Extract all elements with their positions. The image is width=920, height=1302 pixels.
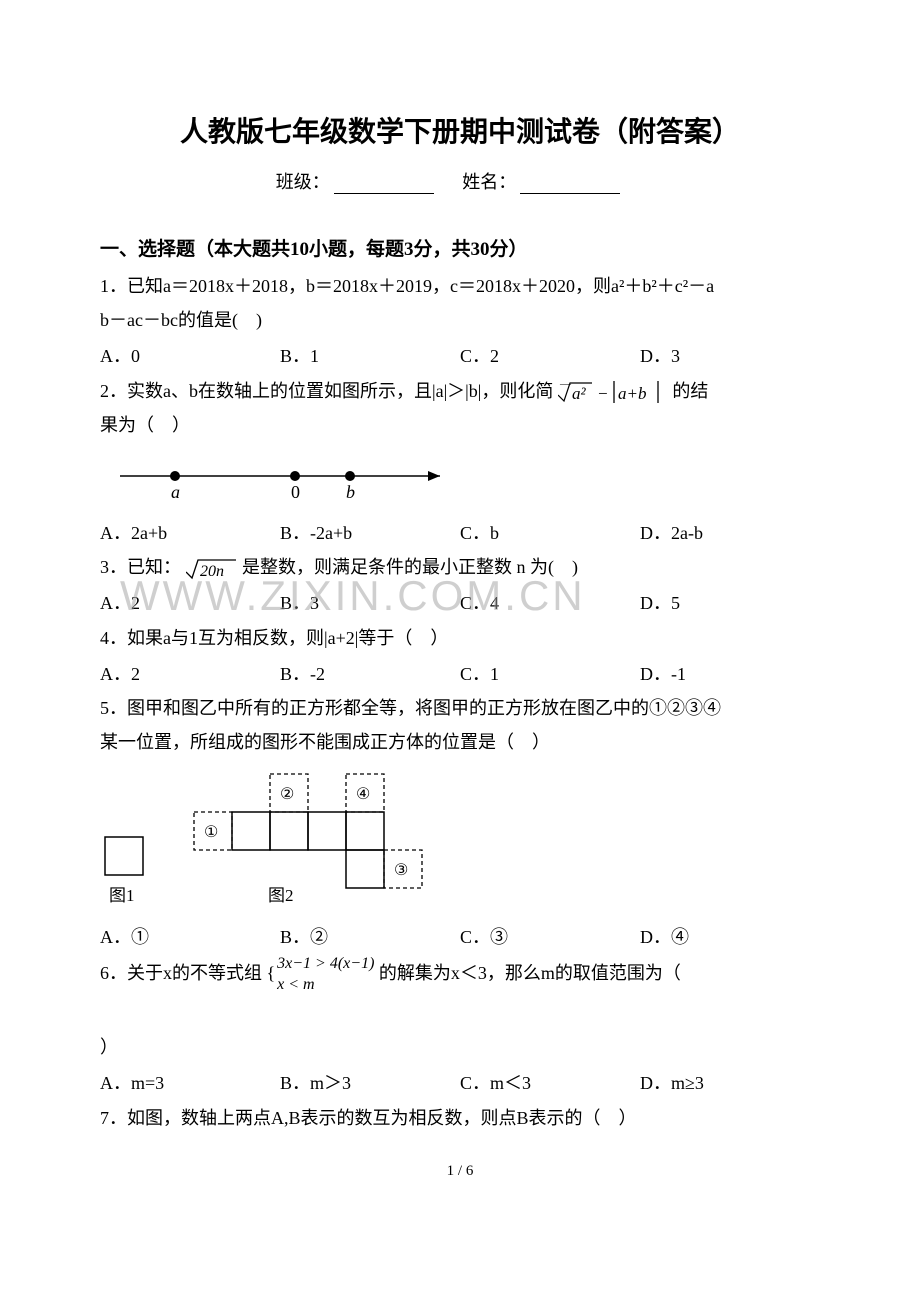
question-5: 5．图甲和图乙中所有的正方形都全等，将图甲的正方形放在图乙中的①②③④ 某一位置… — [100, 691, 820, 759]
q2-opt-b: B．-2a+b — [280, 516, 460, 550]
q6-inequality-group: 3x−1 > 4(x−1) x < m — [277, 954, 374, 996]
class-blank — [334, 193, 434, 194]
q6-opt-c: C．m＜3 — [460, 1066, 640, 1100]
q2-text-b: 的结 — [672, 381, 708, 401]
svg-text:图1: 图1 — [109, 886, 135, 905]
question-4: 4．如果a与1互为相反数，则|a+2|等于（ ） — [100, 621, 820, 655]
question-7: 7．如图，数轴上两点A,B表示的数互为相反数，则点B表示的（ ） — [100, 1101, 820, 1135]
name-label: 姓名： — [462, 172, 516, 192]
q3-text-a: 3．已知： — [100, 557, 181, 577]
q1-line1: 1．已知a＝2018x＋2018，b＝2018x＋2019，c＝2018x＋20… — [100, 276, 714, 296]
q4-options: A．2 B．-2 C．1 D．-1 — [100, 657, 820, 691]
nl-label-0: 0 — [291, 482, 300, 502]
q4-opt-b: B．-2 — [280, 657, 460, 691]
q1-options: A．0 B．1 C．2 D．3 — [100, 339, 820, 373]
q2-options: A．2a+b B．-2a+b C．b D．2a-b — [100, 516, 820, 550]
q5-line2: 某一位置，所组成的图形不能围成正方体的位置是（ ） — [100, 732, 550, 752]
question-6: 6．关于x的不等式组 { 3x−1 > 4(x−1) x < m 的解集为x＜3… — [100, 954, 820, 1064]
q2-expression-icon: __ a² − a+b — [558, 377, 668, 407]
q6-text-a: 6．关于x的不等式组 { — [100, 963, 275, 983]
section-1-header: 一、选择题（本大题共10小题，每题3分，共30分） — [100, 234, 820, 261]
q2-number-line: a 0 b — [100, 456, 820, 506]
name-blank — [520, 193, 620, 194]
q1-opt-c: C．2 — [460, 339, 640, 373]
q4-opt-d: D．-1 — [640, 657, 820, 691]
q7-text: 7．如图，数轴上两点A,B表示的数互为相反数，则点B表示的（ ） — [100, 1108, 637, 1128]
q2-text-c: 果为（ ） — [100, 415, 190, 435]
q2-opt-c: C．b — [460, 516, 640, 550]
q4-text: 4．如果a与1互为相反数，则|a+2|等于（ ） — [100, 628, 448, 648]
q6-opt-d: D．m≥3 — [640, 1066, 820, 1100]
q1-opt-d: D．3 — [640, 339, 820, 373]
nl-label-a: a — [171, 482, 180, 502]
q5-opt-b: B．② — [280, 920, 460, 954]
q5-options: A．① B．② C．③ D．④ — [100, 920, 820, 954]
exam-page: 人教版七年级数学下册期中测试卷（附答案） 班级： 姓名： 一、选择题（本大题共1… — [0, 0, 920, 1302]
page-title: 人教版七年级数学下册期中测试卷（附答案） — [100, 110, 820, 150]
q6-options: A．m=3 B．m＞3 C．m＜3 D．m≥3 — [100, 1066, 820, 1100]
svg-text:③: ③ — [394, 862, 408, 879]
q2-opt-a: A．2a+b — [100, 516, 280, 550]
number-line-svg: a 0 b — [100, 456, 470, 506]
class-label: 班级： — [276, 172, 330, 192]
q3-sqrt-icon: 20n — [186, 556, 238, 582]
q3-text-b: 是整数，则满足条件的最小正整数 n 为( ) — [242, 557, 578, 577]
svg-text:−: − — [598, 384, 608, 403]
q5-opt-c: C．③ — [460, 920, 640, 954]
q6-text-c: ） — [100, 1037, 118, 1057]
q6-text-b: 的解集为x＜3，那么m的取值范围为（ — [379, 963, 681, 983]
student-info-row: 班级： 姓名： — [100, 168, 820, 194]
svg-text:图2: 图2 — [268, 886, 294, 905]
q1-opt-a: A．0 — [100, 339, 280, 373]
q3-options: A．2 B．3 C．4 D．5 — [100, 586, 820, 620]
page-number: 1 / 6 — [100, 1163, 820, 1180]
q6-opt-a: A．m=3 — [100, 1066, 280, 1100]
q5-opt-d: D．④ — [640, 920, 820, 954]
question-2: 2．实数a、b在数轴上的位置如图所示，且|a|＞|b|，则化简 __ a² − … — [100, 374, 820, 442]
question-3: 3．已知： 20n 是整数，则满足条件的最小正整数 n 为( ) — [100, 550, 820, 584]
svg-text:a+b: a+b — [618, 384, 646, 403]
q6-ineq-2: x < m — [277, 975, 374, 996]
svg-text:④: ④ — [356, 786, 370, 803]
q1-opt-b: B．1 — [280, 339, 460, 373]
q4-opt-a: A．2 — [100, 657, 280, 691]
q6-ineq-1: 3x−1 > 4(x−1) — [277, 954, 374, 975]
q3-opt-c: C．4 — [460, 586, 640, 620]
q3-opt-d: D．5 — [640, 586, 820, 620]
q1-line2: b－ac－bc的值是( ) — [100, 310, 262, 330]
q5-diagram: ② ④ ① ③ 图1 图2 — [100, 769, 820, 914]
q2-opt-d: D．2a-b — [640, 516, 820, 550]
svg-text:20n: 20n — [200, 563, 224, 580]
svg-text:②: ② — [280, 786, 294, 803]
q5-line1: 5．图甲和图乙中所有的正方形都全等，将图甲的正方形放在图乙中的①②③④ — [100, 698, 721, 718]
q2-text-a: 2．实数a、b在数轴上的位置如图所示，且|a|＞|b|，则化简 — [100, 381, 558, 401]
q4-opt-c: C．1 — [460, 657, 640, 691]
q5-opt-a: A．① — [100, 920, 280, 954]
q3-opt-a: A．2 — [100, 586, 280, 620]
question-1: 1．已知a＝2018x＋2018，b＝2018x＋2019，c＝2018x＋20… — [100, 269, 820, 337]
q3-opt-b: B．3 — [280, 586, 460, 620]
nl-label-b: b — [346, 482, 355, 502]
q6-opt-b: B．m＞3 — [280, 1066, 460, 1100]
cube-net-svg: ② ④ ① ③ 图1 图2 — [100, 769, 460, 909]
svg-text:a²: a² — [572, 384, 587, 403]
svg-text:①: ① — [204, 824, 218, 841]
